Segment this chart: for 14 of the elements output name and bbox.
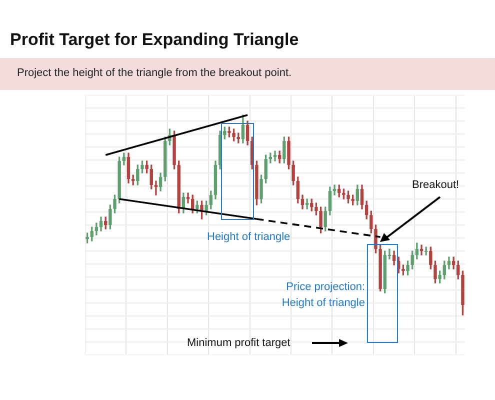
- candlestick: [273, 150, 277, 162]
- annotation: Price projection: Height of triangle: [280, 280, 365, 311]
- candlestick: [332, 184, 336, 196]
- candlestick: [186, 192, 190, 204]
- candlestick: [131, 174, 135, 186]
- candlestick: [154, 180, 158, 196]
- text: Minimum profit target: [187, 336, 290, 351]
- chart-title: Profit Target for Expanding Triangle: [10, 30, 299, 50]
- annotation: Breakout!: [412, 178, 460, 193]
- annotation: Height of triangle: [207, 230, 290, 245]
- candlestick: [420, 244, 424, 256]
- candlestick: [305, 198, 309, 210]
- chart-subtitle: Project the height of the triangle from the breakout point.: [17, 67, 292, 79]
- candlestick: [268, 152, 272, 164]
